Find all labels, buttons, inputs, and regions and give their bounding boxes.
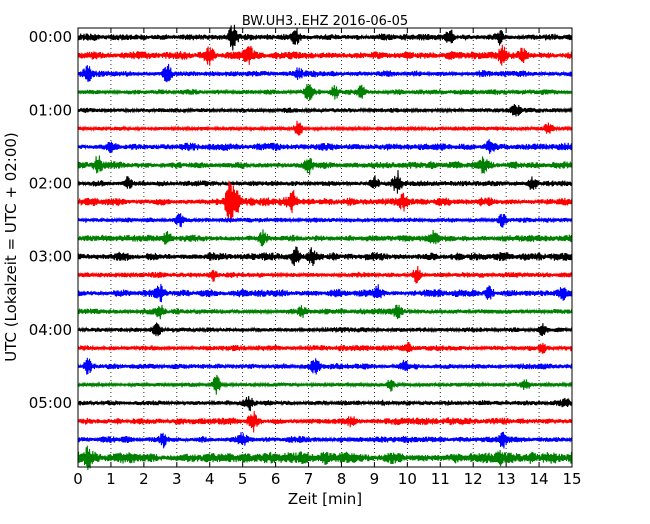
- trace-0300: [77, 246, 573, 267]
- y-tick-label: 02:00: [29, 174, 72, 192]
- trace-0200: [77, 170, 573, 194]
- axis-ticks: 0 1 2 3 4 5 6 7 8 9 10 11 12 13 14 1500:0001:0002:0003:…: [29, 28, 582, 488]
- trace-0145: [77, 155, 573, 175]
- y-tick-label: 00:00: [29, 28, 72, 46]
- trace-0345: [77, 304, 573, 320]
- x-tick-label: 4: [205, 470, 215, 488]
- x-tick-label: 15: [562, 470, 581, 488]
- trace-0545: [77, 445, 573, 471]
- trace-0100: [77, 104, 573, 117]
- x-tick-label: 1: [106, 470, 116, 488]
- x-axis-label: Zeit [min]: [288, 490, 362, 508]
- chart-title: BW.UH3..EHZ 2016-06-05: [242, 14, 408, 29]
- trace-0115: [77, 120, 573, 136]
- trace-0415: [77, 341, 573, 354]
- x-tick-label: 13: [497, 470, 516, 488]
- x-tick-label: 2: [139, 470, 149, 488]
- trace-0330: [77, 283, 573, 303]
- trace-0230: [77, 213, 573, 228]
- traces: [77, 24, 573, 471]
- trace-0515: [77, 411, 573, 433]
- x-tick-label: 12: [464, 470, 483, 488]
- x-tick-label: 14: [530, 470, 549, 488]
- x-tick-label: 10: [398, 470, 417, 488]
- x-tick-label: 11: [431, 470, 450, 488]
- trace-0315: [77, 266, 573, 284]
- x-tick-label: 8: [337, 470, 347, 488]
- trace-0245: [77, 229, 573, 247]
- y-tick-label: 01:00: [29, 101, 72, 119]
- trace-0445: [77, 374, 573, 395]
- y-tick-label: 05:00: [29, 394, 72, 412]
- x-tick-label: 9: [370, 470, 380, 488]
- trace-0500: [77, 396, 573, 412]
- y-axis-label: UTC (Lokalzeit = UTC + 02:00): [2, 132, 20, 362]
- trace-0015: [77, 44, 573, 66]
- trace-0215: [77, 181, 573, 223]
- trace-0400: [77, 322, 573, 337]
- y-tick-label: 03:00: [29, 248, 72, 266]
- x-tick-label: 3: [172, 470, 182, 488]
- trace-0430: [77, 357, 573, 375]
- trace-0530: [77, 431, 573, 449]
- plot-frame: [77, 27, 573, 468]
- x-tick-label: 0: [73, 470, 83, 488]
- x-tick-label: 7: [304, 470, 314, 488]
- trace-0130: [77, 139, 573, 154]
- x-tick-label: 6: [271, 470, 281, 488]
- x-tick-label: 5: [238, 470, 248, 488]
- trace-0045: [77, 84, 573, 101]
- trace-0030: [77, 63, 573, 83]
- trace-0000: [77, 24, 573, 51]
- y-tick-label: 04:00: [29, 321, 72, 339]
